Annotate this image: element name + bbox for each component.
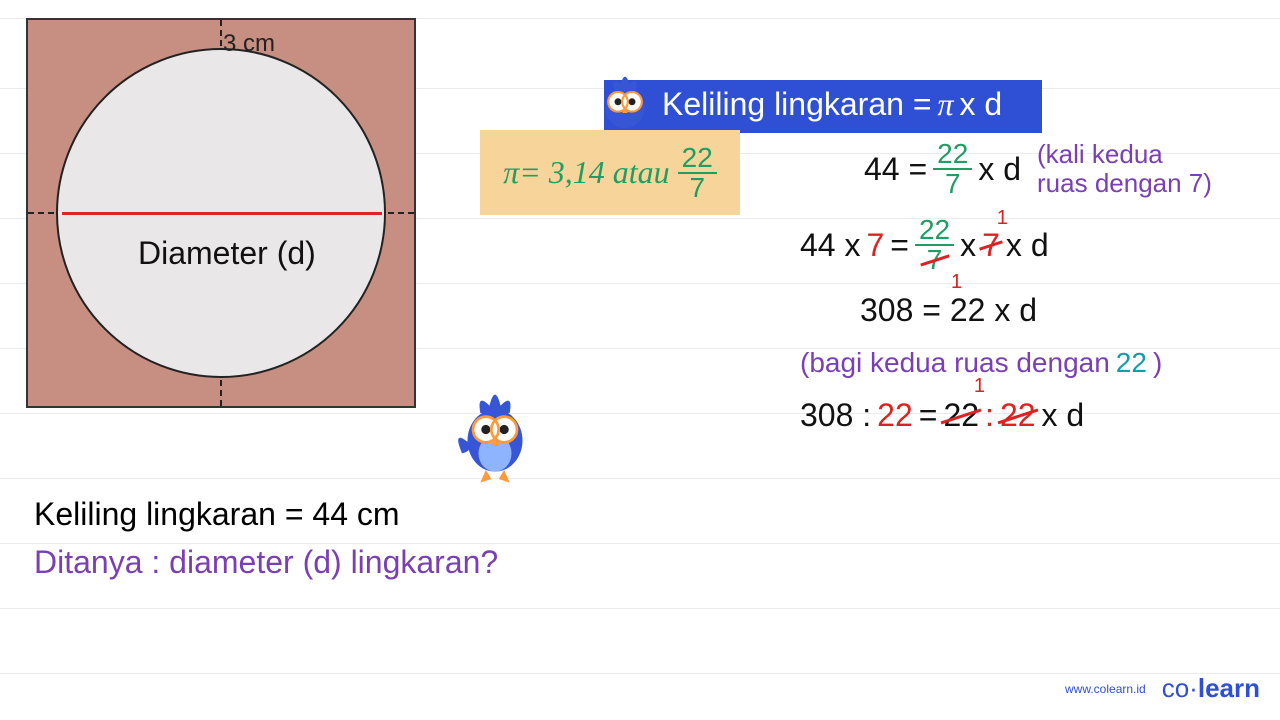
math-line-1: 44 = 22 7 x d (kali kedua ruas dengan 7) bbox=[800, 140, 1260, 198]
note1a: (kali kedua bbox=[1037, 139, 1163, 169]
diameter-line bbox=[62, 212, 382, 215]
note-1: (kali kedua ruas dengan 7) bbox=[1037, 140, 1212, 197]
math-note-2: (bagi kedua ruas dengan 22 ) bbox=[800, 347, 1260, 379]
l2-seven: 7 bbox=[866, 227, 884, 264]
cancel-one-top: 1 bbox=[997, 207, 1008, 230]
pi-label: π= 3,14 atau bbox=[503, 154, 670, 191]
math-line-2: 44 x 7 = 22 7 1 x 7 1 x d bbox=[800, 216, 1260, 274]
frac-top: 22 bbox=[678, 144, 717, 174]
l4-22b-wrap: 22 1 bbox=[943, 397, 979, 434]
times-d: x d bbox=[960, 86, 1003, 123]
note2b: 22 bbox=[1116, 347, 1147, 379]
l2-rhs: x d bbox=[1006, 227, 1049, 264]
l1-lhs: 44 = bbox=[864, 151, 927, 188]
footer: www.colearn.id co·learn bbox=[1065, 673, 1260, 704]
top-label: 3 cm bbox=[223, 30, 275, 58]
l3: 308 = 22 x d bbox=[860, 292, 1037, 329]
pi-value-box: π= 3,14 atau 22 7 bbox=[480, 130, 740, 215]
asked-text: Ditanya : diameter (d) lingkaran? bbox=[34, 538, 498, 586]
l2-frac: 22 7 1 bbox=[915, 216, 954, 274]
l2-lhs: 44 x bbox=[800, 227, 860, 264]
l4-22c: 22 bbox=[1000, 397, 1036, 434]
problem-text: Keliling lingkaran = 44 cm Ditanya : dia… bbox=[34, 490, 498, 586]
math-line-4: 308 : 22 = 22 1 : 22 x d bbox=[800, 397, 1260, 434]
cancel-one-4a: 1 bbox=[974, 375, 985, 398]
l4-22b: 22 bbox=[943, 397, 979, 434]
l1-frac-top: 22 bbox=[933, 140, 972, 170]
l2-mid: x bbox=[960, 227, 976, 264]
diameter-label: Diameter (d) bbox=[138, 235, 316, 272]
brand-logo: co·learn bbox=[1162, 673, 1260, 704]
owl-mascot-small-icon bbox=[590, 64, 660, 134]
l2-seven2-wrap: 7 1 bbox=[982, 227, 1000, 264]
math-derivation: 44 = 22 7 x d (kali kedua ruas dengan 7)… bbox=[800, 140, 1260, 452]
l4-eq: = bbox=[919, 397, 938, 434]
brand-bold: learn bbox=[1198, 673, 1260, 703]
l1-frac: 22 7 bbox=[933, 140, 972, 198]
l2-frac-bot: 7 bbox=[923, 246, 947, 274]
footer-url: www.colearn.id bbox=[1065, 682, 1146, 696]
l4-22a: 22 bbox=[877, 397, 913, 434]
l1-rhs: x d bbox=[978, 151, 1021, 188]
l4-rhs: x d bbox=[1042, 397, 1085, 434]
slide-content: 3 cm Diameter (d) Keliling lingkaran = π… bbox=[0, 0, 1280, 720]
note1b: ruas dengan 7) bbox=[1037, 168, 1212, 198]
l1-frac-bot: 7 bbox=[941, 170, 965, 198]
brand-pre: co· bbox=[1162, 673, 1198, 703]
l4-lhs: 308 : bbox=[800, 397, 871, 434]
circle-diagram: 3 cm Diameter (d) bbox=[26, 18, 416, 408]
l4-22c-wrap: 22 bbox=[1000, 397, 1036, 434]
l4-div: : bbox=[985, 397, 994, 434]
l2-eq: = bbox=[890, 227, 909, 264]
pi-symbol: π bbox=[938, 86, 954, 123]
math-line-3: 308 = 22 x d bbox=[800, 292, 1260, 329]
owl-mascot-big-icon bbox=[440, 380, 550, 490]
note2c: ) bbox=[1153, 347, 1162, 379]
formula-text: Keliling lingkaran = bbox=[662, 86, 932, 123]
given-text: Keliling lingkaran = 44 cm bbox=[34, 490, 498, 538]
cancel-one-bot: 1 bbox=[951, 272, 962, 292]
l2-frac-top: 22 bbox=[915, 216, 954, 246]
fraction-22-7: 22 7 bbox=[678, 144, 717, 202]
formula-bar: Keliling lingkaran = π x d bbox=[604, 80, 1042, 133]
note2a: (bagi kedua ruas dengan bbox=[800, 347, 1110, 379]
frac-bot: 7 bbox=[685, 174, 709, 202]
l2-seven2: 7 bbox=[982, 227, 1000, 264]
